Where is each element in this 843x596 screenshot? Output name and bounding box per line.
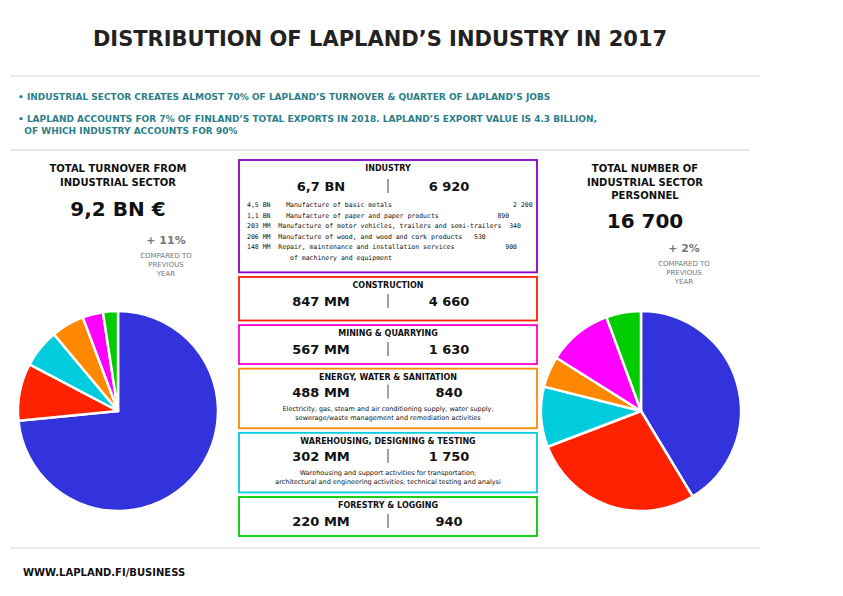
title: DISTRIBUTION OF LAPLAND’S INDUSTRY IN 20… — [93, 27, 667, 51]
sector-box — [239, 277, 537, 321]
panel-subtitle: INDUSTRIAL SECTORPERSONNEL — [587, 177, 703, 201]
divider — [388, 514, 389, 528]
sector-name: ENERGY, WATER & SANITATION — [319, 373, 457, 382]
bullet: • INDUSTRIAL SECTOR CREATES ALMOST 70% O… — [18, 92, 550, 102]
divider — [388, 179, 389, 193]
divider — [388, 385, 389, 399]
panel-compared: COMPARED TOPREVIOUSYEAR — [658, 260, 710, 286]
website: WWW.LAPLAND.FI/BUSINESS — [23, 567, 185, 578]
panel-change: + 11% — [146, 234, 185, 247]
sector-name: CONSTRUCTION — [352, 281, 423, 290]
personnel-label: 1 750 — [429, 449, 470, 464]
turnover-label: 220 MM — [292, 514, 350, 529]
turnover-label: 302 MM — [292, 449, 350, 464]
sector-box — [239, 433, 537, 493]
turnover-label: 488 MM — [292, 385, 350, 400]
pie-slice — [18, 311, 218, 511]
sector-box — [239, 497, 537, 536]
turnover-label: 6,7 BN — [297, 179, 345, 194]
sector-note: Warehousing and support activities for t… — [275, 469, 501, 486]
pie-slice — [103, 311, 118, 411]
panel-compared: COMPARED TOPREVIOUSYEAR — [140, 252, 192, 278]
infographic: DISTRIBUTION OF LAPLAND’S INDUSTRY IN 20… — [0, 0, 843, 596]
panel-value: 16 700 — [607, 209, 684, 233]
sector-name: MINING & QUARRYING — [338, 329, 438, 338]
bullet-rule — [10, 150, 750, 151]
title-rule — [10, 76, 760, 77]
sector-name: FORESTRY & LOGGING — [338, 501, 438, 510]
panel-subtitle: INDUSTRIAL SECTOR — [60, 177, 176, 188]
turnover-label: 847 MM — [292, 294, 350, 309]
sector-box — [239, 160, 537, 272]
personnel-label: 6 920 — [429, 179, 470, 194]
divider — [388, 342, 389, 356]
pie-slice — [606, 311, 641, 411]
footer-rule — [10, 548, 760, 549]
pie — [18, 311, 218, 511]
personnel-label: 4 660 — [429, 294, 470, 309]
panel-title: TOTAL NUMBER OF — [592, 163, 698, 174]
personnel-label: 840 — [435, 385, 462, 400]
divider — [388, 294, 389, 308]
panel-value: 9,2 BN € — [70, 197, 165, 221]
sector-note: 4,5 BN Manufacture of basic metals 2 200… — [247, 201, 533, 262]
bullet: • LAPLAND ACCOUNTS FOR 7% OF FINLAND’S T… — [18, 114, 597, 136]
personnel-label: 1 630 — [429, 342, 470, 357]
sector-name: INDUSTRY — [365, 164, 411, 173]
pie — [541, 311, 741, 511]
panel-change: + 2% — [668, 242, 700, 255]
sector-box — [239, 369, 537, 429]
turnover-label: 567 MM — [292, 342, 350, 357]
personnel-label: 940 — [435, 514, 462, 529]
divider — [388, 449, 389, 463]
sector-note: Electricity, gas, steam and air conditio… — [283, 405, 494, 422]
panel-title: TOTAL TURNOVER FROM — [50, 163, 187, 174]
sector-box — [239, 325, 537, 364]
sector-name: WAREHOUSING, DESIGNING & TESTING — [300, 437, 475, 446]
